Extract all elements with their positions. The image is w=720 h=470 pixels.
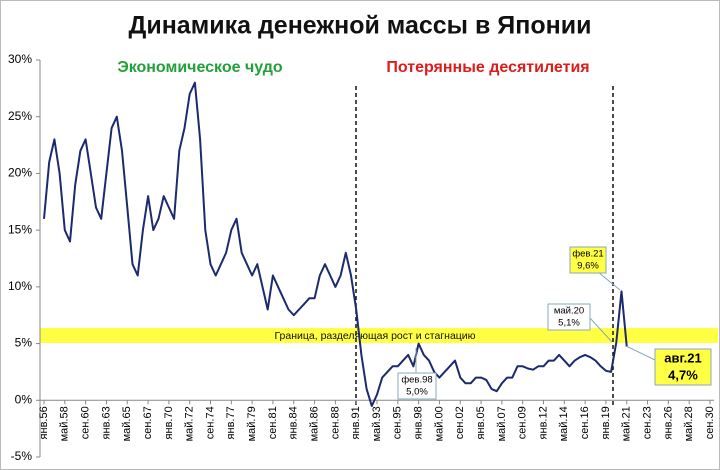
threshold-band [40, 328, 718, 343]
annotation: фев.98 5,0% [397, 348, 437, 400]
x-tick-label: сен.23 [641, 406, 653, 439]
y-tick-label: -5% [11, 449, 33, 463]
x-tick-label: сен.81 [267, 406, 279, 439]
y-tick-label: 5% [15, 336, 33, 350]
x-tick-label: сен.95 [392, 406, 404, 439]
annotation: май.20 5,1% [547, 303, 613, 343]
x-tick-label: май.21 [621, 406, 633, 441]
y-tick-label: 20% [8, 166, 32, 180]
x-tick-label: сен.02 [454, 406, 466, 439]
annotation: фев.21 9,6% [569, 246, 621, 291]
annotation-date: май.20 [554, 306, 584, 317]
y-tick-label: 0% [15, 392, 33, 406]
x-tick-label: янв.26 [662, 406, 674, 439]
x-tick-label: май.86 [308, 406, 320, 441]
x-tick-label: май.28 [683, 406, 695, 441]
x-tick-label: янв.98 [413, 406, 425, 439]
x-tick-label: сен.88 [329, 406, 341, 439]
x-tick-label: янв.56 [38, 406, 50, 439]
x-tick-label: сен.30 [704, 406, 716, 439]
x-tick-label: май.93 [371, 406, 383, 441]
callout [597, 271, 621, 291]
x-tick-label: сен.09 [517, 406, 529, 439]
annotation-date: фев.98 [401, 375, 432, 386]
x-tick-label: май.72 [184, 406, 196, 441]
annotation-value: 5,0% [406, 387, 428, 398]
annotation-value: 9,6% [577, 261, 599, 272]
band-label: Граница, разделяющая рост и стагнацию [274, 330, 475, 342]
callout-box [547, 303, 591, 331]
x-tick-label: сен.67 [142, 406, 154, 439]
x-tick-label: май.00 [433, 406, 445, 441]
x-tick-label: май.65 [121, 406, 133, 441]
x-tick-label: янв.63 [100, 406, 112, 439]
x-tick-label: янв.77 [225, 406, 237, 439]
annotation-value: 5,1% [558, 318, 580, 329]
y-tick-label: 15% [8, 222, 32, 236]
x-tick-label: сен.60 [80, 406, 92, 439]
x-tick-label: сен.16 [579, 406, 591, 439]
y-tick-label: 25% [8, 109, 32, 123]
annotation: авг.21 4,7% [625, 345, 712, 386]
y-tick-label: 10% [8, 279, 32, 293]
annotation-date: авг.21 [664, 350, 701, 365]
plot: -5% 0% 5% 10% 15% 20% 25% 30% янв.56 май.58 сен.60… [8, 52, 716, 463]
x-tick-label: янв.91 [350, 406, 362, 439]
y-tick-label: 30% [8, 52, 32, 66]
x-tick-label: май.14 [558, 406, 570, 441]
callout [625, 345, 656, 361]
x-tick-label: янв.12 [537, 406, 549, 439]
x-tick-label: янв.70 [163, 406, 175, 439]
annotation-date: фев.21 [572, 249, 603, 260]
callout-box [397, 372, 437, 400]
x-tick-label: янв.84 [288, 406, 300, 439]
series-line [43, 81, 628, 407]
callout-box [654, 348, 712, 386]
x-tick-label: май.58 [59, 406, 71, 441]
x-tick-label: май.79 [246, 406, 258, 441]
callout [589, 317, 613, 343]
callout-box [569, 246, 607, 274]
x-tick-label: сен.74 [204, 406, 216, 439]
x-tick-label: янв.19 [600, 406, 612, 439]
heading: Потерянные десятилетия [386, 59, 589, 76]
x-tick-label: май.07 [496, 406, 508, 441]
heading: Экономическое чудо [117, 59, 283, 76]
annotation-value: 4,7% [668, 367, 698, 382]
x-tick-label: янв.05 [475, 406, 487, 439]
chart-title: Динамика денежной массы в Японии [129, 12, 592, 40]
